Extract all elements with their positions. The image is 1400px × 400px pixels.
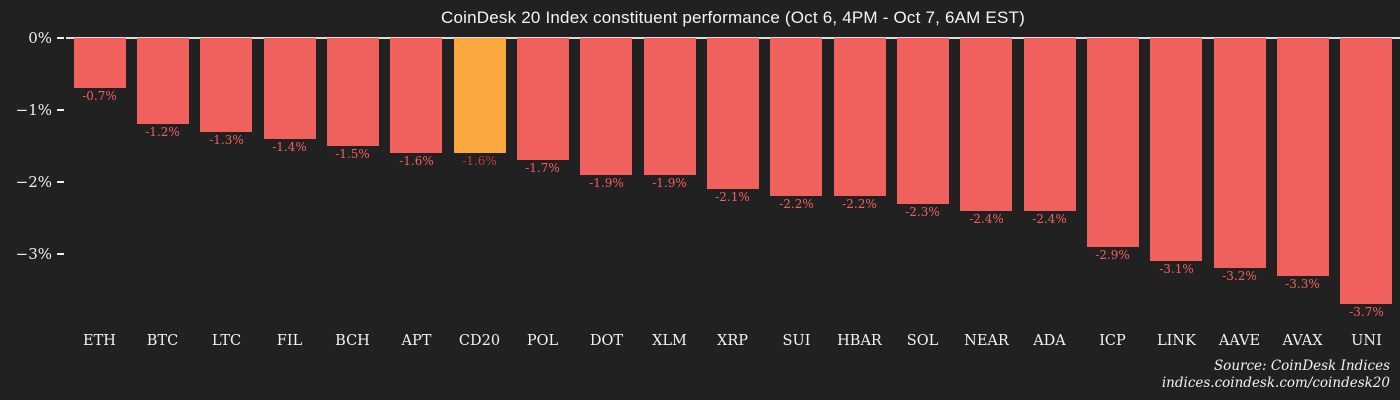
- bar-link: [1150, 38, 1202, 261]
- bar-pol: [517, 38, 569, 160]
- x-axis-category-label-eth: ETH: [83, 333, 116, 349]
- y-axis-tick-label: 0%: [28, 29, 52, 47]
- x-axis-category-label-hbar: HBAR: [837, 333, 882, 349]
- x-axis-category-label-sol: SOL: [906, 333, 939, 349]
- bar-avax: [1277, 38, 1329, 276]
- bar-value-label-eth: -0.7%: [82, 89, 117, 103]
- bar-value-label-uni: -3.7%: [1349, 305, 1384, 319]
- bar-ada: [1024, 38, 1076, 211]
- y-axis-tick-mark: [57, 253, 64, 255]
- x-axis-category-label-avax: AVAX: [1282, 333, 1323, 349]
- bar-value-label-xrp: -2.1%: [715, 190, 750, 204]
- y-axis-tick-mark: [57, 109, 64, 111]
- chart-title: CoinDesk 20 Index constituent performanc…: [441, 8, 1025, 27]
- bar-fil: [264, 38, 316, 139]
- x-axis-category-label-uni: UNI: [1351, 333, 1382, 349]
- x-axis-category-label-btc: BTC: [146, 333, 179, 349]
- bar-value-label-apt: -1.6%: [399, 154, 434, 168]
- x-axis-category-label-xlm: XLM: [652, 333, 687, 349]
- bar-aave: [1214, 38, 1266, 268]
- x-axis-category-label-ada: ADA: [1033, 333, 1066, 349]
- y-axis-tick-label: −2%: [15, 173, 52, 191]
- bar-value-label-hbar: -2.2%: [842, 197, 877, 211]
- bar-value-label-dot: -1.9%: [589, 176, 624, 190]
- bar-value-label-sol: -2.3%: [905, 205, 940, 219]
- bar-value-label-btc: -1.2%: [145, 125, 180, 139]
- y-axis-tick-label: −3%: [15, 245, 52, 263]
- x-axis-category-label-cd20: CD20: [458, 333, 501, 349]
- x-axis-category-label-aave: AAVE: [1218, 333, 1261, 349]
- x-axis-category-label-fil: FIL: [276, 333, 303, 349]
- bar-value-label-ada: -2.4%: [1032, 212, 1067, 226]
- source-attribution: Source: CoinDesk Indices indices.coindes…: [1162, 358, 1390, 392]
- x-axis-category-label-sui: SUI: [782, 333, 811, 349]
- bar-value-label-cd20: -1.6%: [462, 154, 497, 168]
- y-axis-tick-mark: [57, 181, 64, 183]
- bar-eth: [74, 38, 126, 88]
- bar-near: [960, 38, 1012, 211]
- bar-hbar: [834, 38, 886, 196]
- x-axis-category-label-apt: APT: [401, 333, 432, 349]
- bar-value-label-avax: -3.3%: [1285, 277, 1320, 291]
- bar-uni: [1340, 38, 1392, 304]
- y-axis-tick-mark: [57, 37, 64, 39]
- source-url: indices.coindesk.com/coindesk20: [1161, 375, 1390, 391]
- bar-value-label-bch: -1.5%: [335, 147, 370, 161]
- bar-icp: [1087, 38, 1139, 247]
- bar-value-label-near: -2.4%: [969, 212, 1004, 226]
- bar-cd20: [454, 38, 506, 153]
- x-axis-category-label-icp: ICP: [1099, 333, 1126, 349]
- x-axis-category-label-ltc: LTC: [211, 333, 242, 349]
- bar-value-label-link: -3.1%: [1159, 262, 1194, 276]
- bar-apt: [390, 38, 442, 153]
- bar-sui: [770, 38, 822, 196]
- x-axis-category-label-link: LINK: [1157, 333, 1196, 349]
- bar-value-label-sui: -2.2%: [779, 197, 814, 211]
- x-axis-category-label-dot: DOT: [589, 333, 624, 349]
- bar-ltc: [200, 38, 252, 132]
- x-axis-category-label-pol: POL: [526, 333, 559, 349]
- bar-value-label-fil: -1.4%: [272, 140, 307, 154]
- x-axis-category-label-xrp: XRP: [717, 333, 748, 349]
- x-axis-category-label-near: NEAR: [964, 333, 1009, 349]
- bar-dot: [580, 38, 632, 175]
- bar-btc: [137, 38, 189, 124]
- bar-sol: [897, 38, 949, 204]
- bar-xrp: [707, 38, 759, 189]
- bar-xlm: [644, 38, 696, 175]
- bar-bch: [327, 38, 379, 146]
- source-line: Source: CoinDesk Indices: [1213, 358, 1390, 374]
- bar-value-label-pol: -1.7%: [525, 161, 560, 175]
- bar-value-label-ltc: -1.3%: [209, 133, 244, 147]
- bar-value-label-aave: -3.2%: [1222, 269, 1257, 283]
- y-axis-tick-label: −1%: [15, 101, 52, 119]
- x-axis-category-label-bch: BCH: [335, 333, 370, 349]
- bar-value-label-xlm: -1.9%: [652, 176, 687, 190]
- bar-value-label-icp: -2.9%: [1095, 248, 1130, 262]
